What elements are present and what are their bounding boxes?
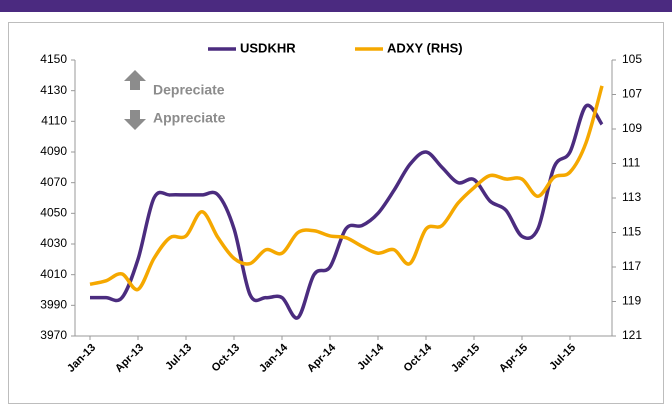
y2-tick-label: 119 [622,294,641,308]
chart-frame [8,22,664,404]
y2-tick-label: 113 [622,190,641,204]
y-tick-label: 4090 [40,144,67,158]
y2-tick-label: 121 [622,328,642,342]
y-tick-label: 4050 [40,206,67,220]
annotation: Depreciate [153,82,225,98]
annotation: Appreciate [153,110,226,126]
y2-tick-label: 105 [622,52,642,66]
y-tick-label: 4010 [40,267,67,281]
y2-tick-label: 107 [622,87,642,101]
y-tick-label: 4150 [40,52,67,66]
legend-label: USDKHR [240,40,296,55]
header-bar [0,0,672,12]
line-series [89,85,604,292]
y2-tick-label: 111 [622,156,641,170]
y-tick-label: 4070 [40,175,67,189]
line-series [90,103,604,320]
y-tick-label: 4110 [41,114,67,128]
up-arrow [124,70,146,90]
y-tick-label: 4130 [40,83,67,97]
legend-label: ADXY (RHS) [387,40,463,55]
y-tick-label: 4030 [40,236,67,250]
down-arrow [124,110,146,130]
y-tick-label: 3970 [40,328,67,342]
y2-tick-label: 117 [622,259,641,273]
y2-tick-label: 115 [622,225,641,239]
y-tick-label: 3990 [40,298,67,312]
y2-tick-label: 109 [622,121,642,135]
